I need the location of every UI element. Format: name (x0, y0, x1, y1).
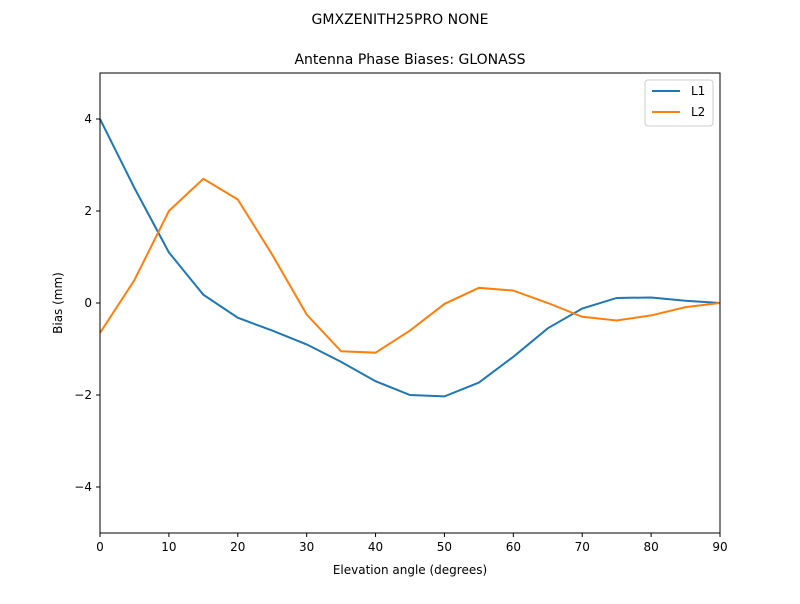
plot-frame (99, 72, 721, 534)
series-line-l2 (99, 177, 721, 354)
x-tick-label: 80 (643, 540, 658, 554)
series-line-l1 (99, 118, 721, 398)
y-tick-label: −2 (74, 388, 92, 402)
x-tick-label: 0 (96, 540, 104, 554)
y-axis-ticks: −4 −2 0 2 4 (74, 112, 100, 494)
x-tick-label: 90 (712, 540, 727, 554)
y-tick-label: 0 (84, 296, 92, 310)
x-tick-label: 50 (437, 540, 452, 554)
legend-label-l2: L2 (691, 105, 705, 119)
x-tick-label: 30 (299, 540, 314, 554)
y-axis-label: Bias (mm) (51, 272, 65, 334)
x-tick-label: 10 (161, 540, 176, 554)
legend: L1 L2 (644, 79, 714, 127)
chart-suptitle: GMXZENITH25PRO NONE (312, 12, 489, 28)
legend-label-l1: L1 (691, 84, 705, 98)
x-tick-label: 60 (506, 540, 521, 554)
x-tick-label: 40 (368, 540, 383, 554)
x-axis-label: Elevation angle (degrees) (333, 563, 487, 577)
y-tick-label: −4 (74, 480, 92, 494)
x-tick-label: 20 (230, 540, 245, 554)
plot-lines (99, 118, 721, 398)
x-axis-ticks: 0 10 20 30 40 50 60 70 80 90 (96, 533, 728, 554)
y-tick-label: 4 (84, 112, 92, 126)
y-tick-label: 2 (84, 204, 92, 218)
chart-title: Antenna Phase Biases: GLONASS (294, 52, 525, 68)
x-tick-label: 70 (575, 540, 590, 554)
